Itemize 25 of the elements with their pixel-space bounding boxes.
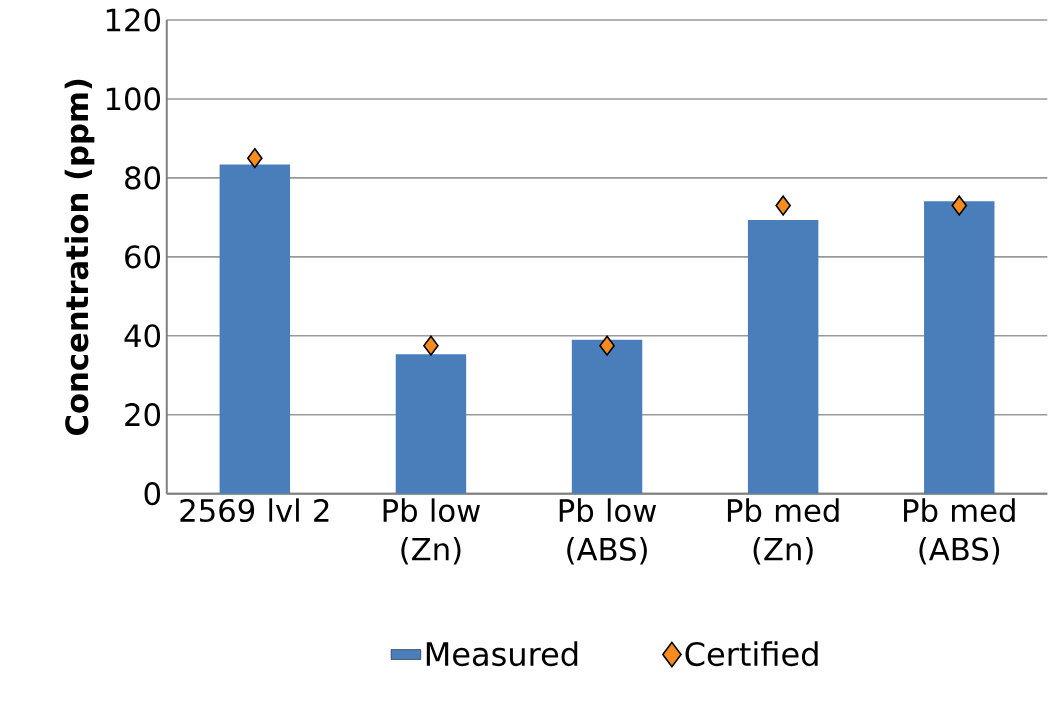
point — [951, 195, 968, 216]
bar — [924, 200, 995, 494]
x-tick-label: Pb low (Zn) — [383, 498, 480, 565]
y-tick-label: 0 — [144, 481, 161, 506]
bar — [395, 354, 467, 494]
y-tick-label: 100 — [106, 87, 161, 111]
point — [423, 335, 439, 356]
legend-label: Certified — [685, 641, 818, 666]
bar — [747, 219, 819, 494]
point — [247, 147, 263, 169]
bar — [219, 164, 291, 494]
point — [775, 195, 791, 216]
x-tick-label: Pb med (Zn) — [727, 498, 839, 565]
x-tick-label: Pb low (ABS) — [559, 498, 657, 565]
y-tick-label: 20 — [125, 402, 161, 427]
y-tick-label: 40 — [124, 323, 161, 348]
point — [599, 335, 615, 356]
x-tick-label: 2569 lvl 2 — [180, 498, 329, 522]
y-tick-label: 80 — [125, 166, 161, 190]
legend-label: Measured — [426, 641, 578, 666]
y-tick-label: 120 — [106, 8, 161, 32]
x-tick-label: Pb med (ABS) — [904, 498, 1015, 565]
y-tick-label: 60 — [125, 244, 161, 269]
bar — [571, 339, 643, 494]
y-axis-title: Concentration (ppm) — [64, 79, 95, 435]
